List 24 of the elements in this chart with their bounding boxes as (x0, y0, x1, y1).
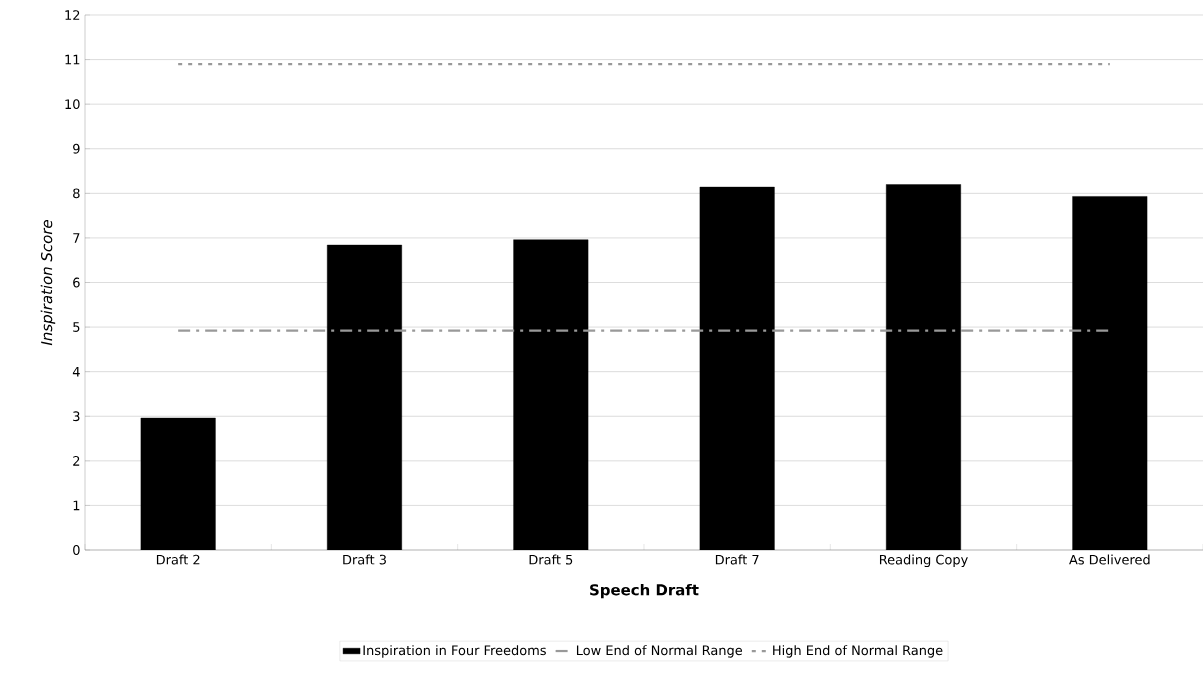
y-tick-label: 1 (73, 500, 80, 511)
x-tick-label: Draft 7 (715, 554, 759, 565)
y-tick-label: 4 (72, 366, 80, 377)
y-tick-label: 8 (73, 188, 80, 199)
x-tick-label: Draft 2 (156, 554, 200, 565)
x-tick-label: Draft 3 (343, 554, 386, 565)
y-tick-label: 7 (73, 233, 80, 243)
x-tick-label: Draft 5 (529, 554, 573, 565)
y-tick-label: 0 (73, 545, 80, 555)
y-tick-label: 10 (65, 99, 80, 110)
legend-label: Inspiration in Four Freedoms (363, 645, 546, 658)
legend-label: Low End of Normal Range (576, 645, 743, 658)
y-axis-title: Inspiration Score (40, 220, 56, 346)
y-tick-label: 5 (73, 322, 80, 332)
y-tick-label: 2 (73, 456, 80, 466)
x-tick-label: Reading Copy (879, 554, 968, 568)
y-tick-label: 11 (65, 54, 80, 65)
y-tick-label: 12 (65, 10, 80, 20)
y-tick-label: 3 (73, 411, 80, 422)
x-axis-title: Speech Draft (590, 583, 699, 599)
y-tick-label: 6 (73, 277, 80, 288)
y-tick-label: 9 (73, 143, 80, 154)
x-tick-label: As Delivered (1069, 554, 1150, 565)
legend-label: High End of Normal Range (773, 645, 943, 658)
